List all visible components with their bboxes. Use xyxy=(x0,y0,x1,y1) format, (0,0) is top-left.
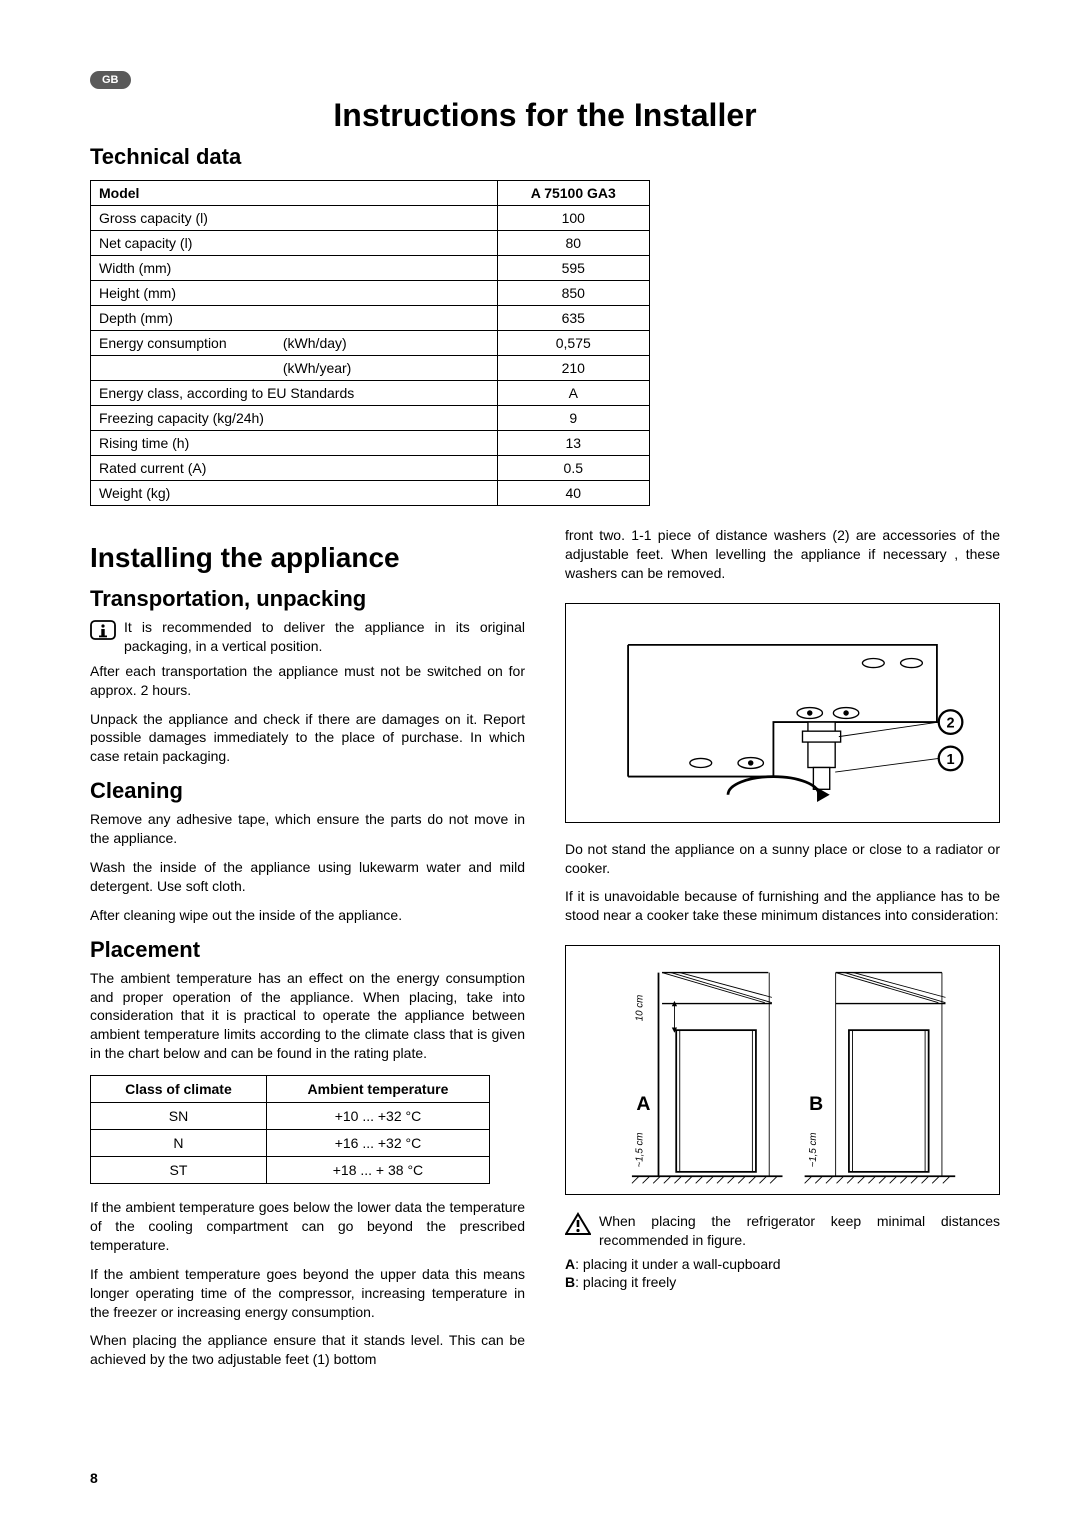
table-row-label: Rated current (A) xyxy=(91,456,498,481)
p-transport-1: It is recommended to deliver the applian… xyxy=(124,618,525,656)
svg-text:~1,5 cm: ~1,5 cm xyxy=(635,1133,646,1168)
heading-installing: Installing the appliance xyxy=(90,542,525,574)
svg-text:1: 1 xyxy=(947,752,955,768)
climate-class: SN xyxy=(91,1103,267,1130)
p-clean-1: Remove any adhesive tape, which ensure t… xyxy=(90,810,525,848)
table-row-value: A xyxy=(497,381,649,406)
climate-th-temp: Ambient temperature xyxy=(266,1076,489,1103)
section-technical-data: Technical data xyxy=(90,144,1000,170)
p-warn: When placing the refrigerator keep minim… xyxy=(599,1212,1000,1250)
table-row-label: Net capacity (l) xyxy=(91,231,498,256)
climate-class: N xyxy=(91,1130,267,1157)
td-energy-val2: 210 xyxy=(497,356,649,381)
heading-placement: Placement xyxy=(90,937,525,963)
table-row-value: 13 xyxy=(497,431,649,456)
climate-temp: +16 ... +32 °C xyxy=(266,1130,489,1157)
left-column: Installing the appliance Transportation,… xyxy=(90,518,525,1379)
figure-feet: 1 2 xyxy=(565,603,1000,823)
figure-distances: 10 cm ~1,5 cm A xyxy=(565,945,1000,1195)
table-row-value: 595 xyxy=(497,256,649,281)
p-clean-2: Wash the inside of the appliance using l… xyxy=(90,858,525,896)
p-place-1: The ambient temperature has an effect on… xyxy=(90,969,525,1063)
climate-temp: +18 ... + 38 °C xyxy=(266,1157,489,1184)
p-transport-3: Unpack the appliance and check if there … xyxy=(90,710,525,767)
table-row-value: 80 xyxy=(497,231,649,256)
table-row-value: 850 xyxy=(497,281,649,306)
heading-cleaning: Cleaning xyxy=(90,778,525,804)
table-row-value: 9 xyxy=(497,406,649,431)
page-number: 8 xyxy=(90,1470,98,1486)
svg-text:~1,5 cm: ~1,5 cm xyxy=(808,1133,819,1168)
th-model: Model xyxy=(91,181,498,206)
technical-data-table: Model A 75100 GA3 Gross capacity (l)100N… xyxy=(90,180,650,506)
right-column: front two. 1-1 piece of distance washers… xyxy=(565,518,1000,1379)
p-transport-2: After each transportation the appliance … xyxy=(90,662,525,700)
svg-text:10 cm: 10 cm xyxy=(635,995,646,1022)
p-cont: front two. 1-1 piece of distance washers… xyxy=(565,526,1000,583)
table-row-value: 100 xyxy=(497,206,649,231)
table-row-value: 0.5 xyxy=(497,456,649,481)
svg-text:B: B xyxy=(809,1093,823,1115)
svg-text:2: 2 xyxy=(947,715,955,731)
climate-th-class: Class of climate xyxy=(91,1076,267,1103)
p-place-3: If the ambient temperature goes beyond t… xyxy=(90,1265,525,1322)
p-cooker: If it is unavoidable because of furnishi… xyxy=(565,887,1000,925)
table-row-label: Depth (mm) xyxy=(91,306,498,331)
table-row-label: Height (mm) xyxy=(91,281,498,306)
page-title: Instructions for the Installer xyxy=(90,97,1000,134)
table-row-label: Weight (kg) xyxy=(91,481,498,506)
climate-temp: +10 ... +32 °C xyxy=(266,1103,489,1130)
td-energy: Energy consumption (kWh/day) xyxy=(91,331,498,356)
svg-text:A: A xyxy=(636,1093,650,1115)
p-place-4: When placing the appliance ensure that i… xyxy=(90,1331,525,1369)
climate-class: ST xyxy=(91,1157,267,1184)
td-energy-val1: 0,575 xyxy=(497,331,649,356)
table-row-label: Gross capacity (l) xyxy=(91,206,498,231)
climate-table: Class of climate Ambient temperature SN+… xyxy=(90,1075,490,1184)
th-model-val: A 75100 GA3 xyxy=(497,181,649,206)
table-row-label: Freezing capacity (kg/24h) xyxy=(91,406,498,431)
table-row-value: 635 xyxy=(497,306,649,331)
td-energy2: (kWh/year) xyxy=(91,356,498,381)
key-b: B: placing it freely xyxy=(565,1274,1000,1290)
table-row-label: Rising time (h) xyxy=(91,431,498,456)
p-sun: Do not stand the appliance on a sunny pl… xyxy=(565,840,1000,878)
key-a: A: placing it under a wall-cupboard xyxy=(565,1256,1000,1272)
warning-icon xyxy=(565,1212,591,1236)
country-badge: GB xyxy=(90,71,131,89)
table-row-label: Energy class, according to EU Standards xyxy=(91,381,498,406)
p-place-2: If the ambient temperature goes below th… xyxy=(90,1198,525,1255)
table-row-label: Width (mm) xyxy=(91,256,498,281)
table-row-value: 40 xyxy=(497,481,649,506)
info-icon xyxy=(90,618,116,642)
p-clean-3: After cleaning wipe out the inside of th… xyxy=(90,906,525,925)
heading-transport: Transportation, unpacking xyxy=(90,586,525,612)
